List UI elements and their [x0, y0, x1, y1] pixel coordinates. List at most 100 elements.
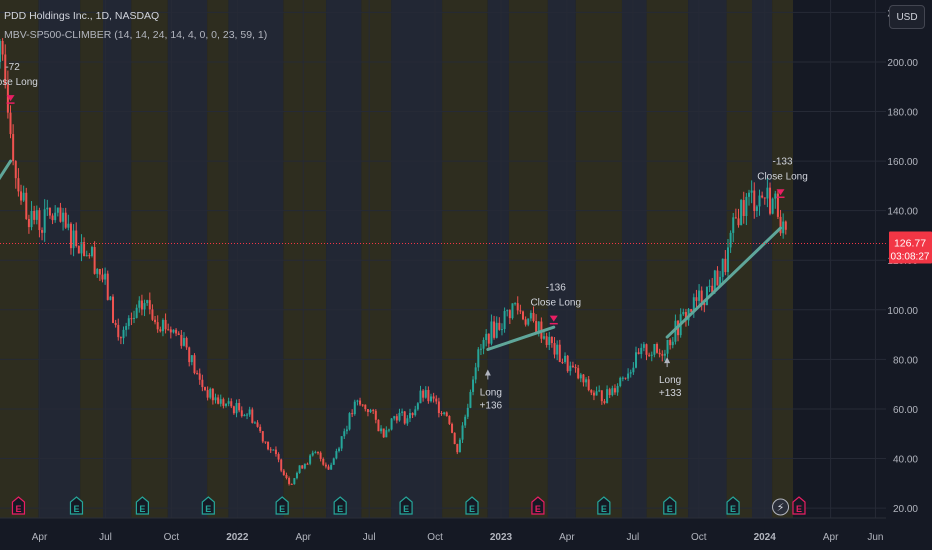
candle-body [650, 354, 653, 356]
candle-body [427, 389, 430, 402]
close-long-label: Close Long [530, 298, 581, 309]
candle-body [487, 333, 490, 344]
candle-body [516, 303, 519, 311]
candle-body [695, 297, 698, 301]
candle-body [582, 374, 585, 383]
candle-body [9, 112, 12, 135]
candle-body [219, 399, 222, 404]
close-long-label: Close Long [757, 171, 808, 182]
candle-body [288, 478, 291, 484]
candle-body [466, 407, 469, 417]
candle-body [574, 367, 577, 369]
candle-body [356, 400, 359, 402]
candle-body [748, 192, 751, 197]
candle-body [721, 258, 724, 277]
candle-body [445, 412, 448, 417]
candle-body [524, 319, 527, 325]
candle-body [755, 206, 758, 212]
trade-line [486, 325, 556, 351]
candle-body [69, 223, 72, 249]
candle-body [527, 318, 530, 325]
candle-body [782, 221, 785, 234]
candle-body [529, 312, 532, 319]
candle-body [645, 344, 648, 355]
candle-body [203, 387, 206, 391]
candle-body [138, 300, 141, 308]
session-bands [0, 0, 793, 518]
earnings-marker [201, 496, 215, 515]
x-tick-label: Apr [823, 532, 839, 543]
close-long-arrow [6, 95, 15, 102]
candle-body [495, 322, 498, 338]
candle-body [282, 470, 285, 475]
candle-body [416, 403, 419, 410]
candle-body [303, 463, 306, 469]
candle-body [737, 218, 740, 226]
candle-body [159, 329, 162, 332]
candle-body [190, 355, 193, 363]
candle-body [705, 286, 708, 306]
candle-body [595, 391, 598, 396]
candle-body [117, 324, 120, 338]
candle-body [469, 391, 472, 408]
candle-body [4, 54, 7, 85]
candle-body [369, 409, 372, 412]
candle-body [590, 390, 593, 393]
indicator-title[interactable]: MBV-SP500-CLIMBER (14, 14, 24, 14, 4, 0,… [4, 29, 268, 41]
earnings-label: E [139, 504, 145, 514]
session-band [361, 0, 392, 518]
y-tick-label: 200.00 [887, 58, 918, 69]
candle-body [374, 410, 377, 420]
candle-body [619, 377, 622, 387]
y-axis: 20.0040.0060.0080.00100.00120.00140.0016… [886, 0, 932, 550]
earnings-label: E [469, 504, 475, 514]
earnings-marker [726, 496, 740, 515]
session-band [772, 0, 793, 518]
currency-button[interactable]: USD [889, 5, 925, 29]
earnings-label: E [337, 504, 343, 514]
candle-body [1, 40, 4, 55]
candle-body [22, 192, 25, 201]
candle-body [154, 319, 157, 323]
candle-body [558, 344, 561, 362]
candle-body [67, 223, 70, 228]
candle-body [33, 211, 36, 220]
session-band [38, 0, 81, 518]
y-tick-label: 140.00 [887, 207, 918, 218]
candle-body [761, 195, 764, 198]
candle-body [214, 397, 217, 401]
candle-body [674, 320, 677, 342]
candle-body [543, 336, 546, 339]
earnings-label: E [796, 504, 802, 514]
candle-body [603, 401, 606, 404]
grid-lines [0, 0, 886, 518]
candle-body [20, 191, 23, 201]
session-band [442, 0, 488, 518]
candle-body [156, 322, 159, 330]
candle-body [201, 379, 204, 388]
x-tick-label: Apr [32, 532, 48, 543]
candle-body [566, 355, 569, 372]
candle-body [96, 268, 99, 274]
x-tick-label: Jul [626, 532, 639, 543]
candle-body [27, 218, 30, 228]
candle-body [324, 464, 327, 467]
candle-body [112, 296, 115, 323]
candle-body [295, 472, 298, 479]
earnings-label: E [73, 504, 79, 514]
y-tick-label: 180.00 [887, 108, 918, 119]
candle-body [403, 411, 406, 424]
candle-body [301, 465, 304, 469]
candle-body [25, 192, 28, 219]
earnings-label: E [403, 504, 409, 514]
candle-body [611, 388, 614, 396]
candle-body [464, 416, 467, 426]
candle-body [656, 344, 659, 353]
candle-body [690, 309, 693, 312]
candle-body [64, 212, 67, 228]
candle-body [119, 337, 122, 339]
candle-body [432, 396, 435, 399]
y-tick-label: 160.00 [887, 157, 918, 168]
